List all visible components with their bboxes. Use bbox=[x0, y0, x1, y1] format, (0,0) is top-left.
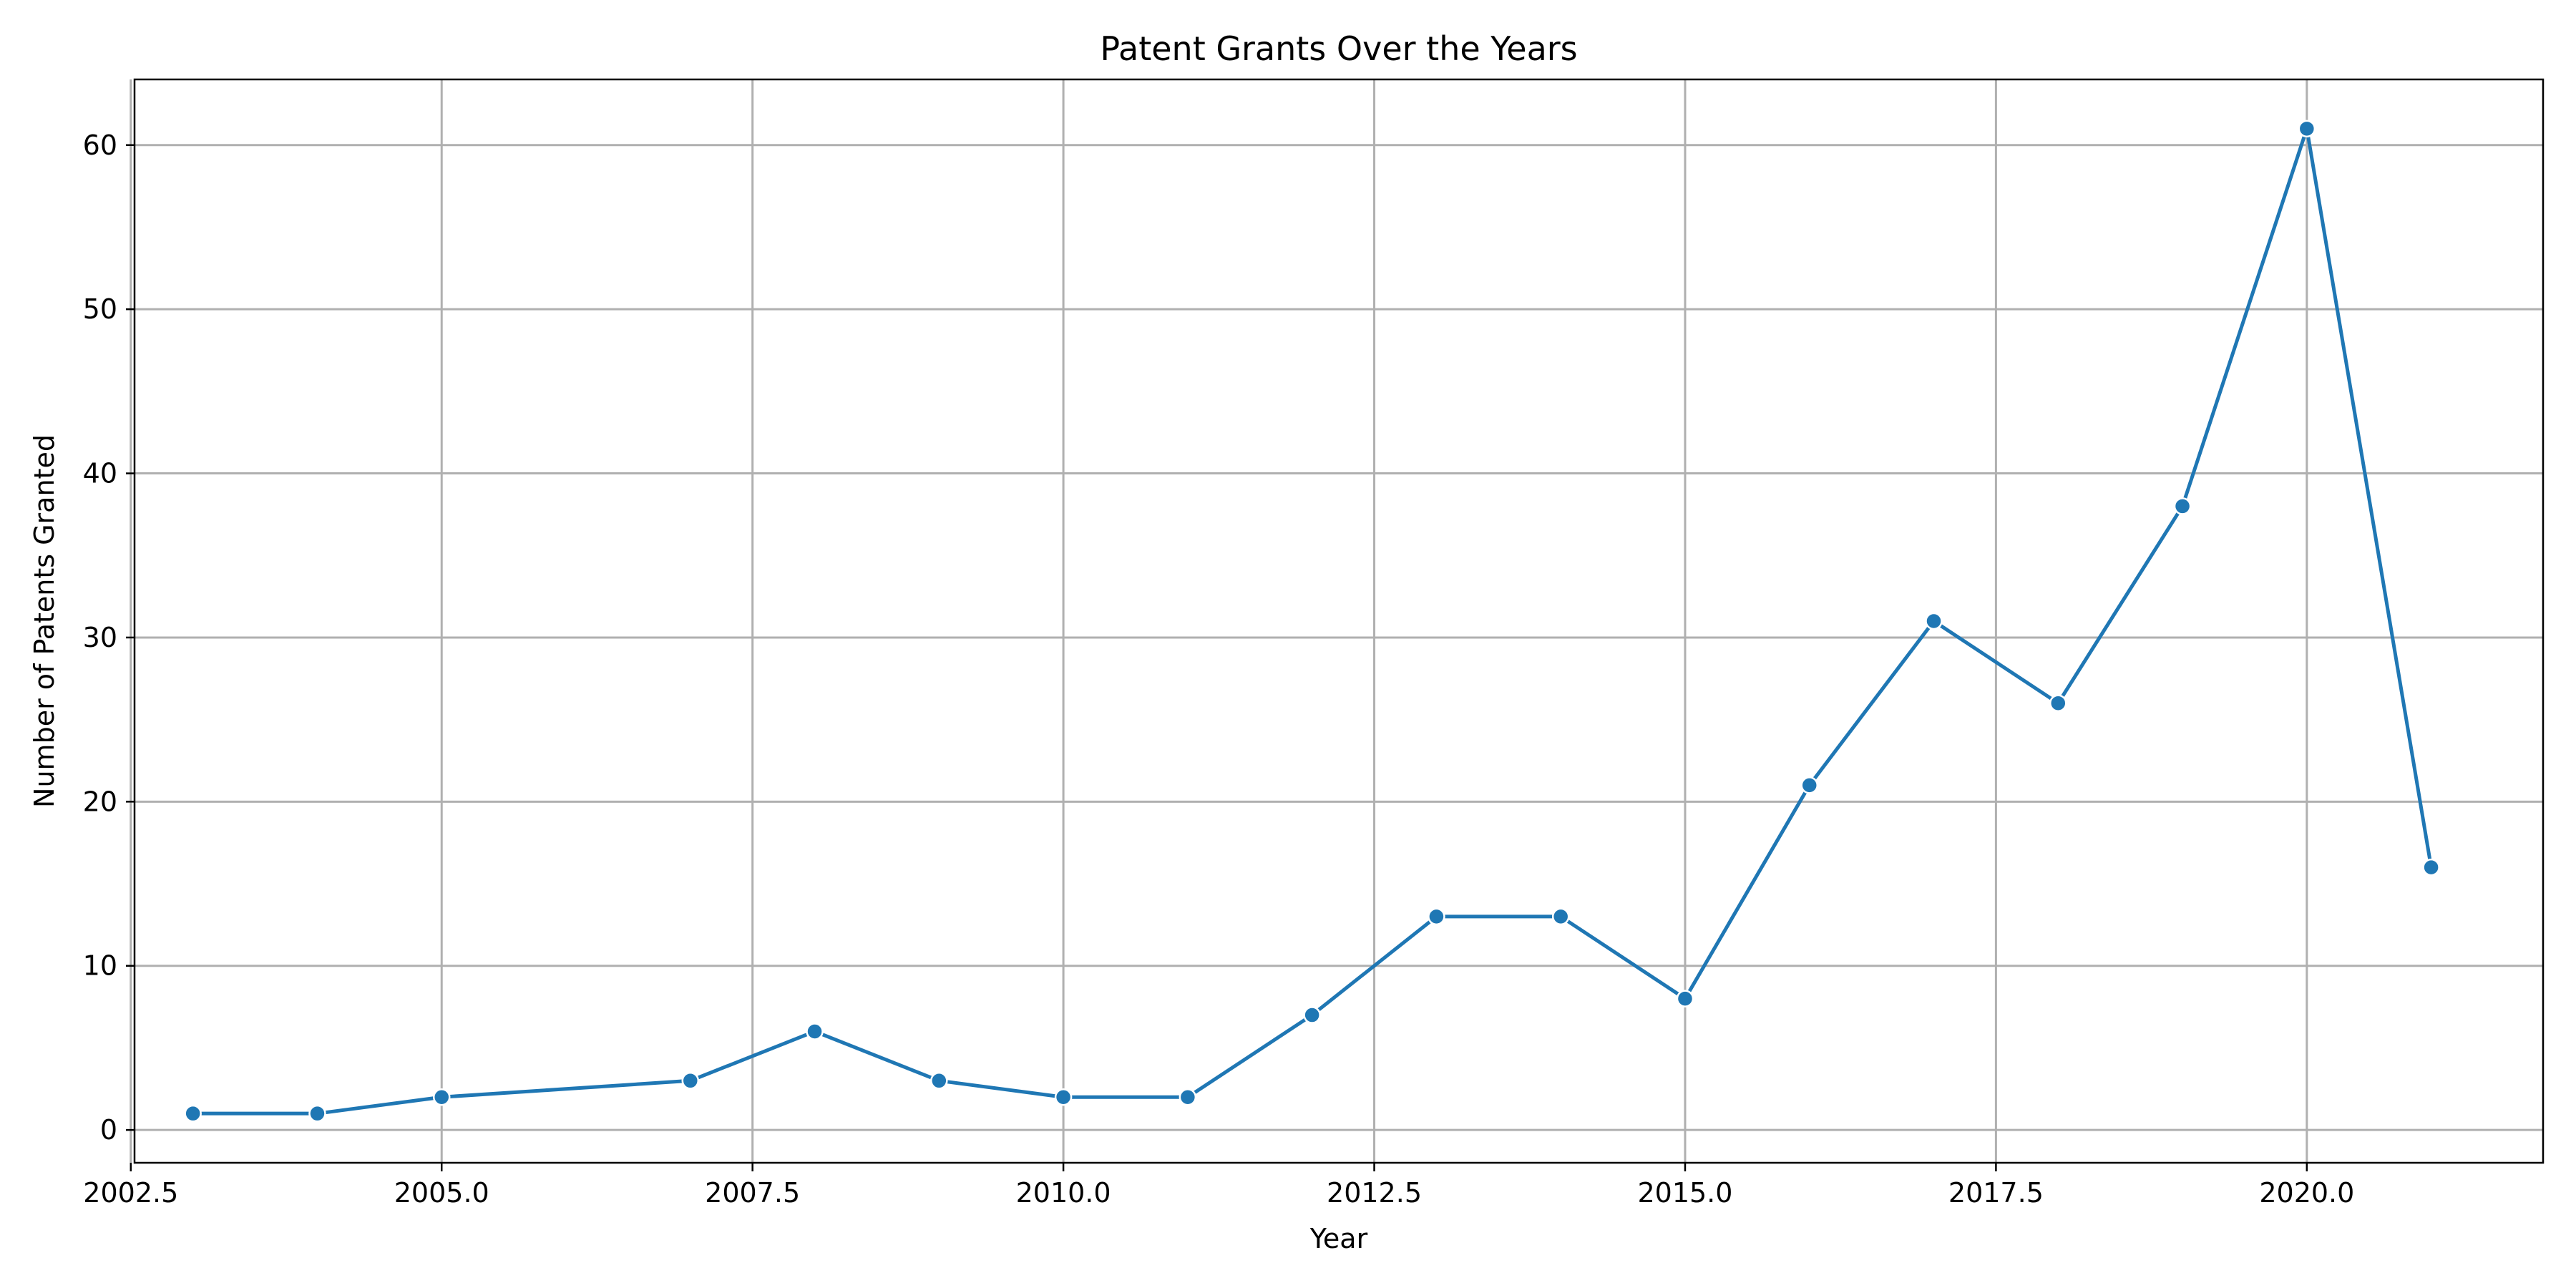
x-axis-label: Year bbox=[1309, 1223, 1368, 1254]
y-tick-label: 30 bbox=[83, 622, 117, 653]
data-point-2003 bbox=[185, 1106, 201, 1121]
data-point-2017 bbox=[1926, 613, 1942, 629]
axis-ticks: 2002.5 2005.0 2007.5 2010.0 2012.5 2015.0 2017… bbox=[83, 130, 2355, 1209]
y-tick-label: 0 bbox=[100, 1114, 117, 1146]
x-tick-label: 2015.0 bbox=[1637, 1177, 1732, 1209]
series-layer bbox=[185, 121, 2439, 1121]
data-point-2021 bbox=[2424, 859, 2439, 875]
data-point-2012 bbox=[1304, 1008, 1320, 1023]
data-point-2019 bbox=[2175, 498, 2190, 514]
x-tick-label: 2017.5 bbox=[1948, 1177, 2044, 1209]
data-point-2011 bbox=[1180, 1089, 1196, 1105]
chart-title: Patent Grants Over the Years bbox=[1100, 29, 1577, 68]
data-point-2013 bbox=[1428, 909, 1444, 924]
y-axis-label: Number of Patents Granted bbox=[29, 434, 60, 808]
data-point-2010 bbox=[1055, 1089, 1071, 1105]
y-tick-label: 40 bbox=[83, 458, 117, 489]
x-tick-label: 2007.5 bbox=[705, 1177, 800, 1209]
y-tick-label: 20 bbox=[83, 786, 117, 817]
data-point-2016 bbox=[1802, 777, 1818, 793]
x-tick-label: 2002.5 bbox=[83, 1177, 178, 1209]
x-tick-label: 2005.0 bbox=[394, 1177, 489, 1209]
x-tick-label: 2010.0 bbox=[1016, 1177, 1111, 1209]
data-point-2008 bbox=[807, 1023, 823, 1039]
plot-area-frame bbox=[135, 79, 2543, 1163]
grid bbox=[131, 79, 2543, 1163]
x-tick-label: 2020.0 bbox=[2259, 1177, 2354, 1209]
data-point-2018 bbox=[2050, 696, 2066, 711]
data-point-2015 bbox=[1677, 991, 1693, 1007]
data-point-2004 bbox=[309, 1106, 325, 1121]
data-point-2005 bbox=[434, 1089, 449, 1105]
y-tick-label: 50 bbox=[83, 293, 117, 325]
data-point-2009 bbox=[931, 1073, 947, 1088]
y-tick-label: 60 bbox=[83, 130, 117, 161]
data-point-2014 bbox=[1553, 909, 1568, 924]
data-point-2020 bbox=[2299, 121, 2315, 137]
data-point-2007 bbox=[683, 1073, 698, 1088]
x-tick-label: 2012.5 bbox=[1327, 1177, 1422, 1209]
y-tick-label: 10 bbox=[83, 950, 117, 982]
